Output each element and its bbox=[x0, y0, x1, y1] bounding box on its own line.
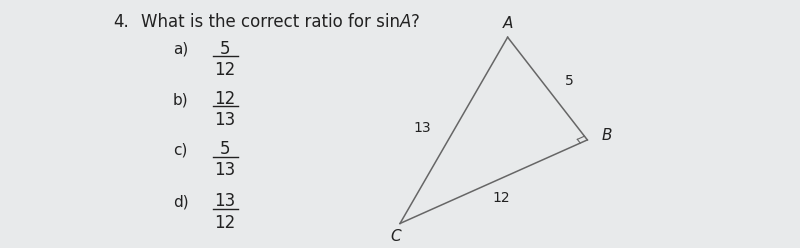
Text: 13: 13 bbox=[214, 161, 235, 179]
Text: B: B bbox=[602, 128, 612, 143]
Text: d): d) bbox=[173, 195, 189, 210]
Text: 12: 12 bbox=[214, 90, 235, 108]
Text: 4.: 4. bbox=[113, 13, 129, 31]
Text: 13: 13 bbox=[214, 192, 235, 211]
Text: C: C bbox=[390, 229, 402, 245]
Text: 5: 5 bbox=[219, 40, 230, 58]
Text: c): c) bbox=[173, 142, 187, 157]
Text: 12: 12 bbox=[493, 191, 510, 205]
Text: A: A bbox=[400, 13, 411, 31]
Text: 12: 12 bbox=[214, 214, 235, 232]
Text: b): b) bbox=[173, 92, 189, 107]
Text: 13: 13 bbox=[214, 111, 235, 129]
Text: a): a) bbox=[173, 42, 188, 57]
Text: 5: 5 bbox=[219, 140, 230, 158]
Text: A: A bbox=[502, 16, 513, 31]
Text: What is the correct ratio for sin: What is the correct ratio for sin bbox=[141, 13, 403, 31]
Text: 13: 13 bbox=[414, 121, 431, 135]
Text: 12: 12 bbox=[214, 61, 235, 79]
Text: ?: ? bbox=[410, 13, 419, 31]
Text: 5: 5 bbox=[565, 74, 574, 88]
